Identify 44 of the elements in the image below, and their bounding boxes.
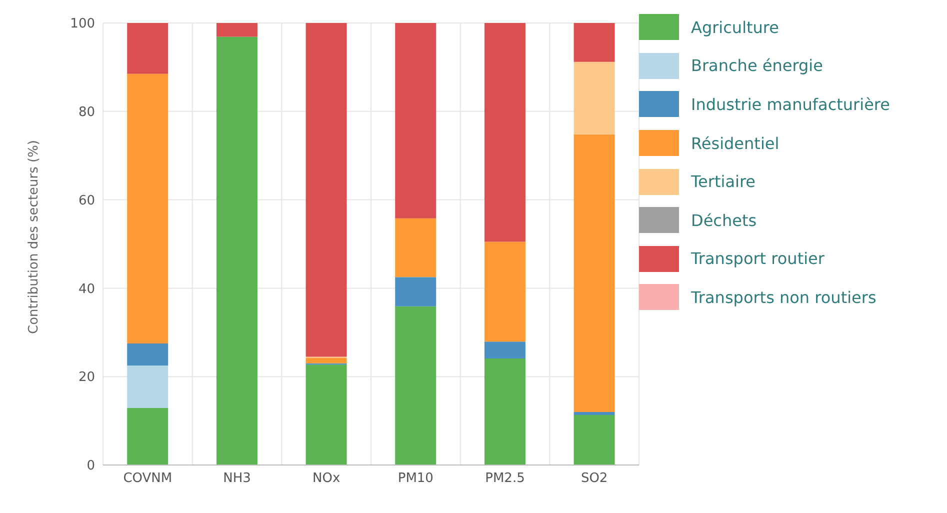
bar xyxy=(306,23,347,357)
bar xyxy=(127,23,168,74)
x-tick-label: SO2 xyxy=(580,471,608,486)
legend-label: Résidentiel xyxy=(691,134,780,153)
bar xyxy=(395,306,436,465)
bar xyxy=(306,364,347,465)
legend-label: Agriculture xyxy=(691,18,779,37)
y-tick-label: 40 xyxy=(78,282,95,297)
legend-label: Branche énergie xyxy=(691,56,823,76)
legend-label: Déchets xyxy=(691,210,757,230)
y-tick-label: 20 xyxy=(78,370,95,386)
x-tick-label: NOx xyxy=(312,471,340,486)
legend-label: Transport routier xyxy=(691,249,824,268)
bar xyxy=(484,342,526,358)
bar xyxy=(574,412,615,416)
y-tick-label: 100 xyxy=(70,16,95,32)
x-tick-label: NH3 xyxy=(223,471,251,486)
y-tick-label: 60 xyxy=(78,193,95,208)
x-tick-label: PM10 xyxy=(398,471,434,486)
y-tick-label: 0 xyxy=(86,458,95,474)
bar xyxy=(574,134,615,412)
bar xyxy=(216,36,258,465)
bar xyxy=(127,343,168,366)
bar xyxy=(484,358,526,465)
legend-label: Industrie manufacturière xyxy=(691,94,890,114)
y-tick-label: 80 xyxy=(78,105,95,120)
bar xyxy=(574,415,615,465)
bar xyxy=(306,358,347,364)
bar xyxy=(484,242,526,342)
bar xyxy=(127,408,168,465)
bar xyxy=(484,23,526,242)
x-tick-label: PM2.5 xyxy=(485,471,525,486)
bar xyxy=(216,23,258,37)
y-axis-title: Contribution des secteurs (%) xyxy=(26,140,42,334)
bar xyxy=(395,23,436,218)
bar xyxy=(127,74,168,344)
x-tick-label: COVNM xyxy=(123,471,172,486)
bar xyxy=(127,366,168,408)
bar xyxy=(395,218,436,278)
bar xyxy=(574,23,615,62)
bar xyxy=(395,277,436,306)
bar xyxy=(574,62,615,134)
legend-label: Tertiaire xyxy=(691,172,756,192)
legend-label: Transports non routiers xyxy=(691,288,876,307)
